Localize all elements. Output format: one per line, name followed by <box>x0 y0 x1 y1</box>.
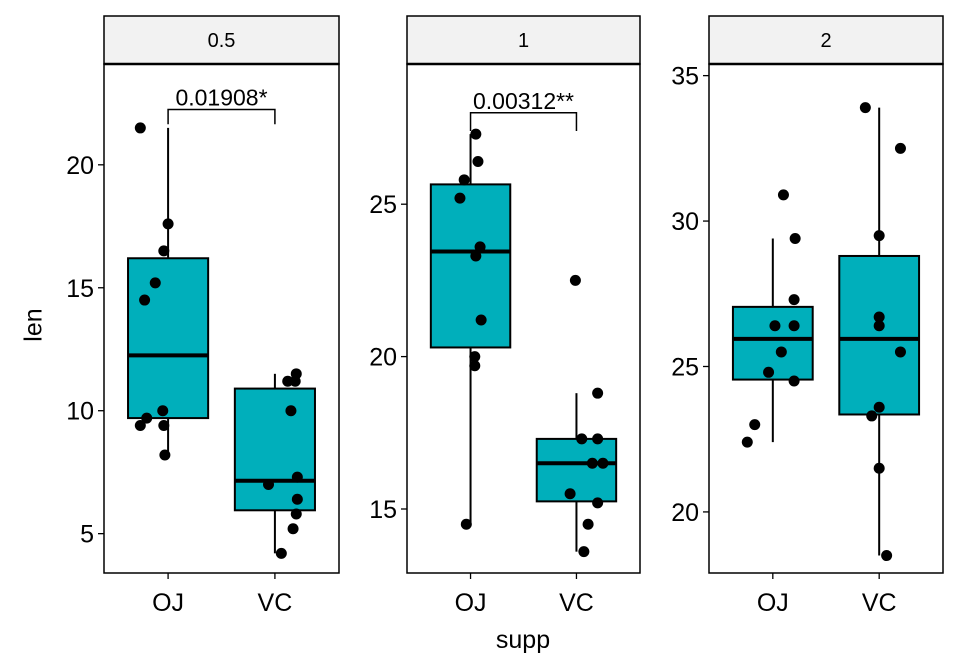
data-point <box>474 241 486 253</box>
facet-strip <box>103 15 340 65</box>
data-point <box>157 405 169 417</box>
y-tick-label: 35 <box>671 63 699 91</box>
data-point <box>475 314 487 326</box>
data-point <box>454 192 466 204</box>
y-tick-label: 15 <box>66 275 94 303</box>
data-point <box>139 294 151 306</box>
data-point <box>469 351 481 363</box>
y-tick-label: 25 <box>671 353 699 381</box>
x-tick-label: OJ <box>757 589 789 617</box>
y-tick-label: 20 <box>369 344 397 372</box>
data-point <box>291 471 303 483</box>
data-point <box>285 405 297 417</box>
y-tick-label: 20 <box>66 152 94 180</box>
data-point <box>134 122 146 134</box>
data-point <box>289 375 301 387</box>
data-point <box>469 360 481 372</box>
data-point <box>592 387 604 399</box>
data-point <box>460 518 472 530</box>
data-point <box>569 274 581 286</box>
data-point <box>866 410 878 422</box>
data-point <box>586 457 598 469</box>
data-point <box>263 478 274 490</box>
facet-panel-2: 1 15 20 25 OJ VC 0.00312** <box>369 15 641 617</box>
data-point <box>576 433 588 445</box>
y-tick-label: 20 <box>671 499 699 527</box>
y-tick-label: 10 <box>66 398 94 426</box>
y-axis-title: len <box>20 308 48 341</box>
data-point <box>769 320 781 332</box>
facet-panel-1: 0.5 5 10 15 20 OJ VC 0.01908* <box>66 15 340 617</box>
facet-strip <box>708 15 944 65</box>
data-point <box>597 457 609 469</box>
facet-strip <box>406 15 641 65</box>
data-point <box>592 433 604 445</box>
data-point <box>291 493 303 505</box>
y-tick-label: 15 <box>369 496 397 524</box>
data-point <box>470 128 482 140</box>
data-point <box>470 250 482 262</box>
x-tick-label: VC <box>862 589 897 617</box>
data-point <box>578 546 590 558</box>
data-point <box>158 419 170 431</box>
data-point <box>873 462 885 474</box>
data-point <box>134 419 146 431</box>
data-point <box>564 488 576 500</box>
data-point <box>763 366 775 378</box>
x-axis-title: supp <box>496 626 550 654</box>
data-point <box>741 436 753 448</box>
p-value-label: 0.01908* <box>175 84 267 110</box>
data-point <box>788 375 800 387</box>
data-point <box>149 277 161 289</box>
data-point <box>287 523 299 535</box>
data-point <box>894 346 906 358</box>
data-point <box>582 518 594 530</box>
p-value-label: 0.00312** <box>473 88 574 114</box>
data-point <box>472 156 484 168</box>
data-point <box>788 320 800 332</box>
data-point <box>873 401 885 413</box>
y-tick-label: 25 <box>369 191 397 219</box>
facet-strip-label: 0.5 <box>208 30 236 52</box>
box-oj <box>127 257 210 420</box>
x-tick-label: OJ <box>152 589 184 617</box>
data-point <box>159 449 171 461</box>
data-point <box>162 218 174 230</box>
box-oj <box>429 183 512 349</box>
data-point <box>290 508 302 520</box>
data-point <box>873 230 885 242</box>
facet-panel-3: 2 20 25 30 35 OJ VC <box>671 15 944 617</box>
box-vc <box>838 254 921 416</box>
facet-strip-label: 1 <box>518 30 529 52</box>
comparison-bracket <box>469 112 578 132</box>
data-point <box>789 233 801 245</box>
x-tick-label: VC <box>559 589 594 617</box>
data-point <box>141 412 153 424</box>
data-point <box>158 245 170 257</box>
x-tick-label: OJ <box>455 589 487 617</box>
data-point <box>788 294 800 306</box>
box-vc <box>233 387 316 512</box>
data-point <box>873 311 885 323</box>
data-point <box>775 346 787 358</box>
data-point <box>275 547 287 559</box>
data-point <box>859 102 871 114</box>
data-point <box>592 497 604 509</box>
y-tick-label: 30 <box>671 208 699 236</box>
data-point <box>777 189 789 201</box>
facet-strip-label: 2 <box>820 30 831 52</box>
data-point <box>749 419 761 431</box>
comparison-bracket <box>167 108 276 125</box>
x-tick-label: VC <box>258 589 293 617</box>
data-point <box>894 142 906 154</box>
y-tick-label: 5 <box>80 521 94 549</box>
data-point <box>873 320 885 332</box>
box-vc <box>535 437 618 503</box>
box-oj <box>731 305 814 381</box>
data-point <box>881 550 893 562</box>
data-point <box>458 174 470 186</box>
